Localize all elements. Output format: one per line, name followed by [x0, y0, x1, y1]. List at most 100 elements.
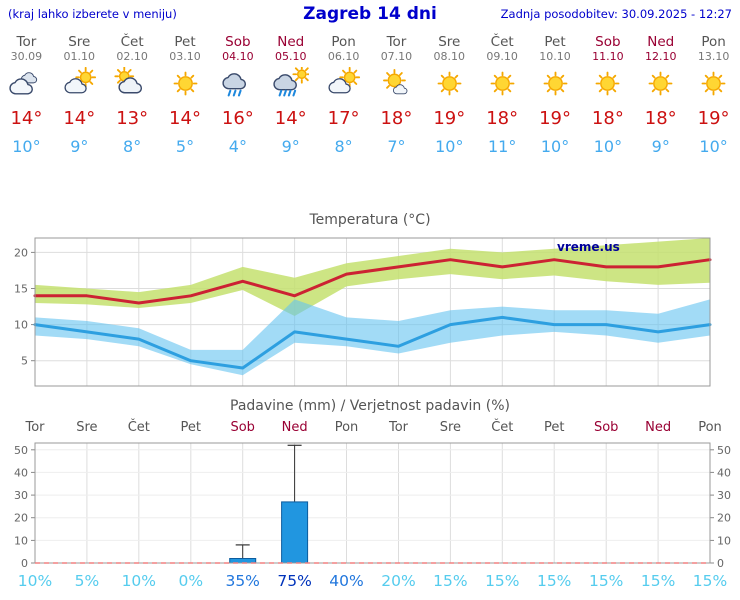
forecast-day-01.10[interactable]: Sre 01.10 14° 9° — [53, 34, 106, 172]
day-name: Ned — [277, 34, 305, 50]
day-low-temp: 10° — [435, 137, 464, 156]
day-low-temp: 11° — [487, 137, 517, 156]
day-name: Sob — [595, 34, 621, 50]
day-date: 08.10 — [433, 50, 466, 63]
day-name: Ned — [647, 34, 675, 50]
day-date: 06.10 — [327, 50, 360, 63]
last-updated: Zadnja posodobitev: 30.09.2025 - 12:27 — [500, 7, 732, 21]
precipitation-chart: 0 0 10 10 20 20 30 30 40 40 50 50 — [14, 442, 731, 570]
sunny-icon — [476, 67, 529, 105]
forecast-day-03.10[interactable]: Pet 03.10 14° 5° — [159, 34, 212, 172]
precip-axis-day: Pet — [180, 420, 202, 435]
day-date: 01.10 — [63, 50, 96, 63]
precip-axis-day: Ned — [645, 420, 672, 435]
cloudy-icon — [0, 67, 53, 105]
svg-text:30: 30 — [14, 489, 28, 502]
day-name: Tor — [16, 34, 37, 50]
mostly-sunny-icon — [370, 67, 423, 105]
day-date: 07.10 — [380, 50, 413, 63]
temperature-chart-title: Temperatura (°C) — [309, 212, 431, 228]
svg-text:0: 0 — [717, 557, 724, 570]
day-low-temp: 7° — [387, 137, 406, 156]
day-high-temp: 14° — [63, 108, 96, 129]
day-name: Pet — [544, 34, 566, 50]
day-date: 30.09 — [10, 50, 43, 63]
svg-text:5: 5 — [21, 355, 28, 368]
precip-axis-day: Pon — [698, 420, 722, 435]
svg-text:40: 40 — [14, 466, 28, 479]
day-low-temp: 10° — [540, 137, 570, 156]
topbar: (kraj lahko izberete v meniju) Zagreb 14… — [0, 0, 740, 30]
day-low-temp: 8° — [334, 137, 353, 156]
day-low-temp: 9° — [70, 137, 89, 156]
day-high-temp: 18° — [591, 108, 624, 129]
day-high-temp: 19° — [539, 108, 571, 129]
forecast-day-12.10[interactable]: Ned 12.10 18° 9° — [634, 34, 687, 172]
forecast-day-13.10[interactable]: Pon 13.10 19° 10° — [687, 34, 740, 172]
sunny-icon — [581, 67, 634, 105]
day-high-temp: 14° — [10, 108, 43, 129]
forecast-day-08.10[interactable]: Sre 08.10 19° 10° — [423, 34, 476, 172]
forecast-day-04.10[interactable]: Sob 04.10 16° 4° — [211, 34, 264, 172]
forecast-strip: Tor 30.09 14° 10° Sre 01.10 14° 9° Čet 02.10 13° 8°… — [0, 30, 740, 172]
menu-hint[interactable]: (kraj lahko izberete v meniju) — [8, 7, 177, 21]
day-name: Pet — [174, 34, 196, 50]
day-date: 05.10 — [274, 50, 307, 63]
day-name: Pon — [701, 34, 726, 50]
page-title: Zagreb 14 dni — [303, 4, 437, 24]
day-low-temp: 10° — [12, 137, 41, 156]
precip-probability: 15% — [485, 572, 520, 590]
svg-text:50: 50 — [717, 444, 731, 457]
day-high-temp: 18° — [486, 108, 519, 129]
day-low-temp: 9° — [651, 137, 670, 156]
forecast-day-02.10[interactable]: Čet 02.10 13° 8° — [106, 34, 159, 172]
precip-probability: 5% — [74, 572, 100, 590]
day-name: Pon — [331, 34, 356, 50]
precip-probability: 20% — [381, 572, 416, 590]
forecast-day-05.10[interactable]: Ned 05.10 14° 9° — [264, 34, 317, 172]
svg-text:0: 0 — [21, 557, 28, 570]
day-name: Sre — [438, 34, 461, 50]
svg-text:20: 20 — [14, 246, 28, 259]
precip-axis-day: Sre — [439, 420, 462, 435]
day-low-temp: 10° — [699, 137, 728, 156]
precip-probability-row: 10% 5% 10% 0% 35% 75% 40% 20% 15% 15% 15% 15% 15% 15% — [0, 570, 740, 594]
precip-probability: 10% — [121, 572, 157, 590]
day-high-temp: 19° — [697, 108, 730, 129]
precip-probability: 75% — [277, 572, 312, 590]
forecast-day-30.09[interactable]: Tor 30.09 14° 10° — [0, 34, 53, 172]
day-date: 04.10 — [222, 50, 254, 63]
day-high-temp: 18° — [644, 108, 677, 129]
forecast-day-09.10[interactable]: Čet 09.10 18° 11° — [476, 34, 529, 172]
precip-axis-day: Tor — [388, 420, 409, 435]
precip-axis-day: Čet — [491, 420, 514, 435]
sunny-icon — [423, 67, 476, 105]
forecast-day-11.10[interactable]: Sob 11.10 18° 10° — [581, 34, 634, 172]
day-high-temp: 16° — [221, 108, 254, 129]
day-high-temp: 19° — [433, 108, 466, 129]
day-high-temp: 18° — [380, 108, 413, 129]
day-date: 13.10 — [697, 50, 730, 63]
temperature-chart: 5 10 15 20 vreme.us — [14, 237, 712, 387]
precip-axis-day: Čet — [127, 420, 150, 435]
svg-text:20: 20 — [717, 512, 731, 525]
precip-probability: 15% — [692, 572, 728, 590]
precip-probability: 15% — [640, 572, 676, 590]
day-date: 11.10 — [592, 50, 624, 63]
precip-axis-day: Sre — [76, 420, 98, 435]
day-low-temp: 4° — [228, 137, 247, 156]
svg-text:10: 10 — [14, 319, 28, 332]
day-name: Čet — [490, 34, 514, 50]
forecast-day-07.10[interactable]: Tor 07.10 18° 7° — [370, 34, 423, 172]
forecast-day-10.10[interactable]: Pet 10.10 19° 10° — [529, 34, 582, 172]
svg-text:50: 50 — [14, 444, 28, 457]
sunny-icon — [159, 67, 212, 105]
day-high-temp: 14° — [169, 108, 201, 129]
rain-icon — [211, 67, 264, 105]
precip-axis-day: Tor — [25, 420, 45, 435]
forecast-day-06.10[interactable]: Pon 06.10 17° 8° — [317, 34, 370, 172]
day-date: 09.10 — [486, 50, 518, 63]
day-date: 02.10 — [116, 50, 148, 63]
day-date: 10.10 — [539, 50, 571, 63]
precip-axis-day: Sob — [230, 420, 255, 435]
